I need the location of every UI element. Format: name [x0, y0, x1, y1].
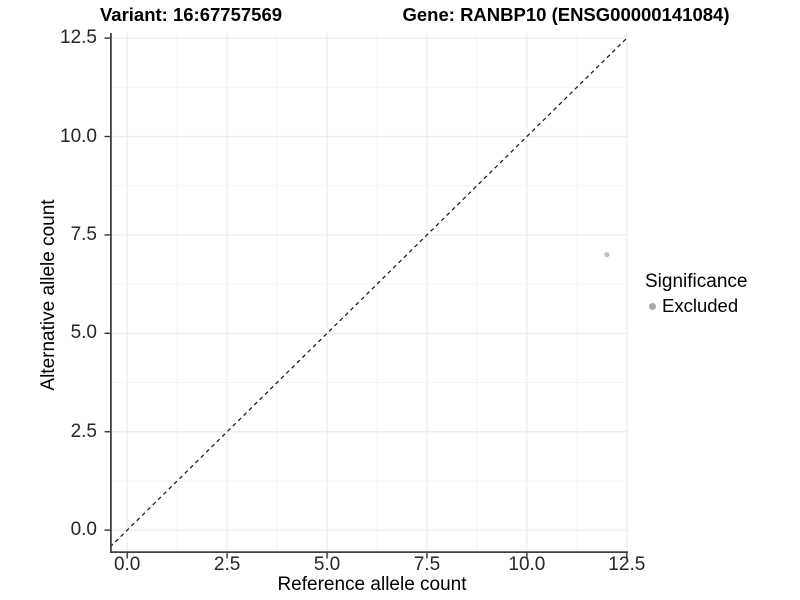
- y-tick-label: 12.5: [60, 27, 97, 49]
- x-tick-label: 7.5: [413, 554, 441, 575]
- x-tick-label: 10.0: [508, 554, 546, 575]
- y-tick-label: 10.0: [60, 125, 97, 147]
- y-tick-label: 0.0: [70, 519, 97, 541]
- plot-title-gene: Gene: RANBP10 (ENSG00000141084): [402, 4, 730, 25]
- legend-item-label: Excluded: [662, 295, 739, 316]
- x-tick-label: 0.0: [113, 554, 141, 575]
- legend-point-icon: [649, 302, 656, 310]
- legend-item-excluded: Excluded: [645, 294, 747, 318]
- x-tick-label: 12.5: [608, 554, 646, 575]
- y-tick-label: 2.5: [70, 420, 97, 442]
- y-tick-label: 7.5: [70, 223, 97, 245]
- identity-reference-line: [110, 36, 628, 548]
- legend-title: Significance: [645, 271, 748, 292]
- legend: Significance Excluded: [645, 270, 747, 318]
- plot-panel: [104, 33, 628, 559]
- y-axis-label: Alternative allele count: [38, 199, 59, 391]
- x-axis-label: Reference allele count: [277, 574, 467, 595]
- plot-title-variant: Variant: 16:67757569: [99, 4, 283, 25]
- x-tick-label: 5.0: [313, 554, 341, 575]
- x-tick-label: 2.5: [213, 554, 241, 575]
- plot-canvas: [104, 33, 628, 559]
- y-tick-label: 5.0: [70, 322, 97, 344]
- data-point: [604, 252, 610, 258]
